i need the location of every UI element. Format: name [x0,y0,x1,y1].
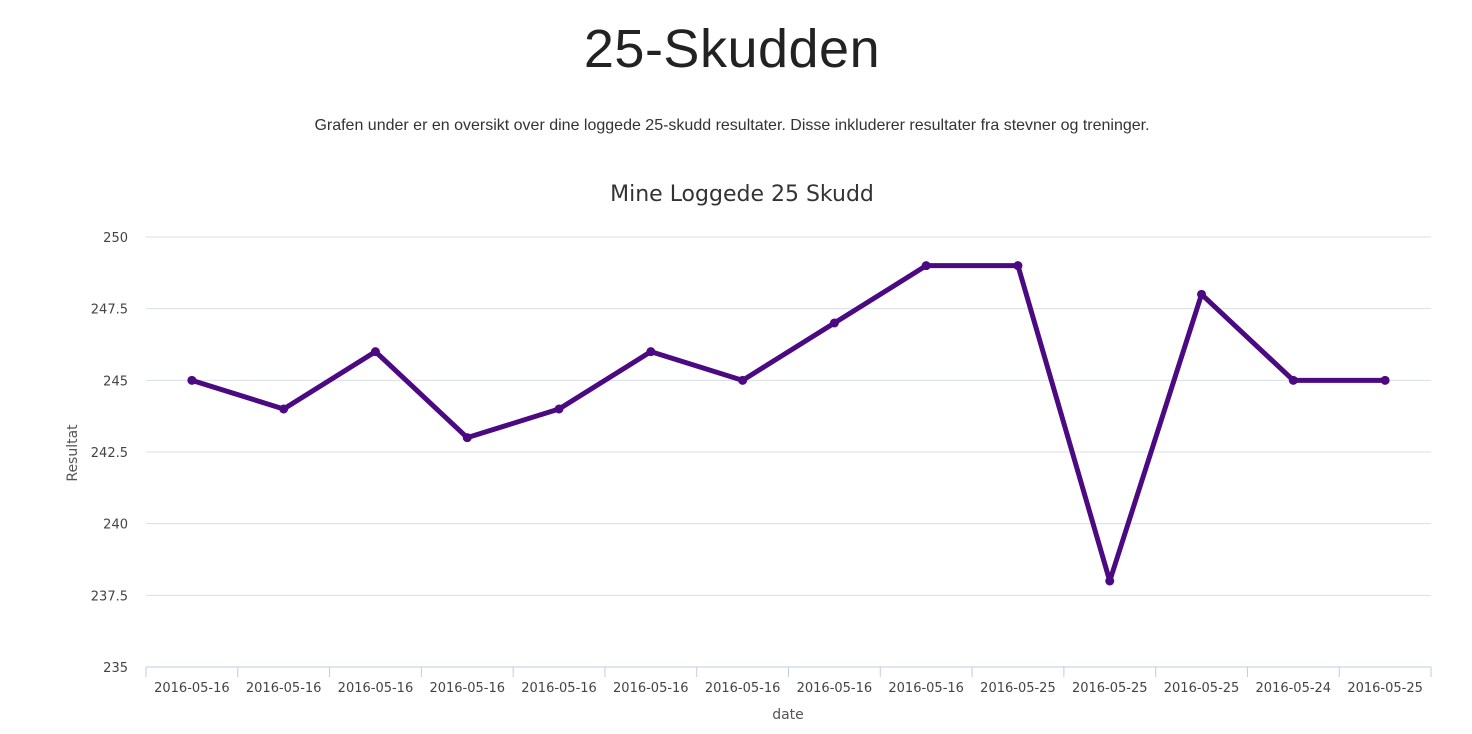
series-line [189,263,1388,584]
page-title: 25-Skudden [583,19,881,79]
x-tick-label: 2016-05-16 [246,681,322,696]
data-point[interactable] [1197,289,1207,299]
x-tick-label: 2016-05-25 [1072,681,1148,696]
data-point[interactable] [462,433,472,443]
data-point[interactable] [1105,576,1115,586]
x-tick-label: 2016-05-25 [1164,681,1240,696]
y-tick-label: 250 [103,231,128,246]
x-tick-label: 2016-05-24 [1256,681,1332,696]
data-point[interactable] [738,375,748,385]
chart-container: Mine Loggede 25 Skudd 235 237.5 240 242.5 24… [0,160,1472,729]
data-point[interactable] [279,404,289,414]
data-point[interactable] [370,347,380,357]
x-tick-label: 2016-05-16 [705,681,781,696]
data-point[interactable] [554,404,564,414]
data-point[interactable] [1013,261,1023,271]
y-axis-ticks: 235 237.5 240 242.5 245 247.5 250 [91,231,128,676]
y-tick-label: 237.5 [91,589,128,604]
x-axis: 2016-05-16 2016-05-16 2016-05-16 2016-05-16… [145,666,1432,696]
page-intro-text: Grafen under er en oversikt over dine lo… [314,117,1150,134]
y-axis-label: Resultat [65,424,81,482]
x-tick-label: 2016-05-16 [154,681,230,696]
data-point[interactable] [921,261,931,271]
y-tick-label: 240 [103,518,128,533]
x-tick-label: 2016-05-25 [980,681,1056,696]
data-point[interactable] [1380,375,1390,385]
data-point[interactable] [829,318,839,328]
data-point[interactable] [1288,375,1298,385]
series-layer [187,261,1390,586]
x-axis-label: date [772,707,804,723]
grid-lines [146,236,1431,596]
y-tick-label: 242.5 [91,446,128,461]
data-point[interactable] [646,347,656,357]
x-tick-label: 2016-05-16 [797,681,873,696]
y-tick-label: 245 [103,374,128,389]
x-tick-label: 2016-05-16 [429,681,505,696]
data-point[interactable] [187,375,197,385]
chart-title: Mine Loggede 25 Skudd [610,182,874,207]
y-tick-label: 247.5 [91,303,128,318]
x-tick-label: 2016-05-16 [888,681,964,696]
x-tick-label: 2016-05-16 [521,681,597,696]
x-tick-label: 2016-05-16 [613,681,689,696]
x-tick-label: 2016-05-16 [338,681,414,696]
x-tick-label: 2016-05-25 [1347,681,1423,696]
y-tick-label: 235 [103,661,128,676]
results-line-chart: Mine Loggede 25 Skudd 235 237.5 240 242.5 24… [65,182,1432,723]
